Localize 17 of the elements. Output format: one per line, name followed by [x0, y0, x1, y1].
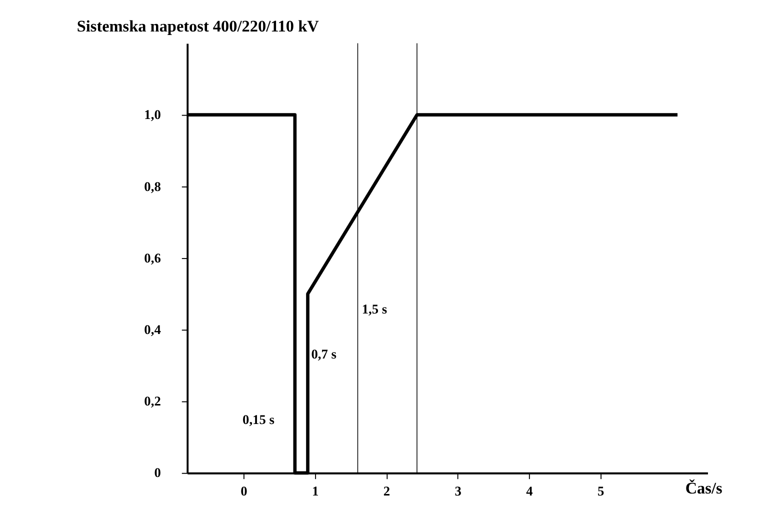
annotation: 1,5 s: [362, 301, 388, 316]
annotation: 0,7 s: [311, 346, 337, 362]
y-tick-label: 0,8: [144, 178, 162, 194]
y-tick-label: 1,0: [144, 107, 162, 122]
x-tick-label: 2: [383, 483, 390, 498]
chart-title: Sistemska napetost 400/220/110 kV: [76, 17, 320, 36]
y-tick-label: 0,2: [144, 394, 162, 409]
y-tick-label: 0,4: [144, 322, 162, 337]
x-tick-label: 0: [240, 483, 248, 498]
annotation: 0,15 s: [242, 412, 274, 428]
y-tick-label: 0,6: [144, 250, 162, 266]
y-tick-label: 0: [154, 465, 162, 480]
x-tick-label: 4: [526, 483, 534, 498]
x-tick-label: 3: [454, 483, 462, 498]
x-tick-label: 5: [598, 483, 605, 498]
x-tick-label: 1: [312, 483, 319, 498]
x-axis-title: Čas/s: [685, 478, 722, 498]
